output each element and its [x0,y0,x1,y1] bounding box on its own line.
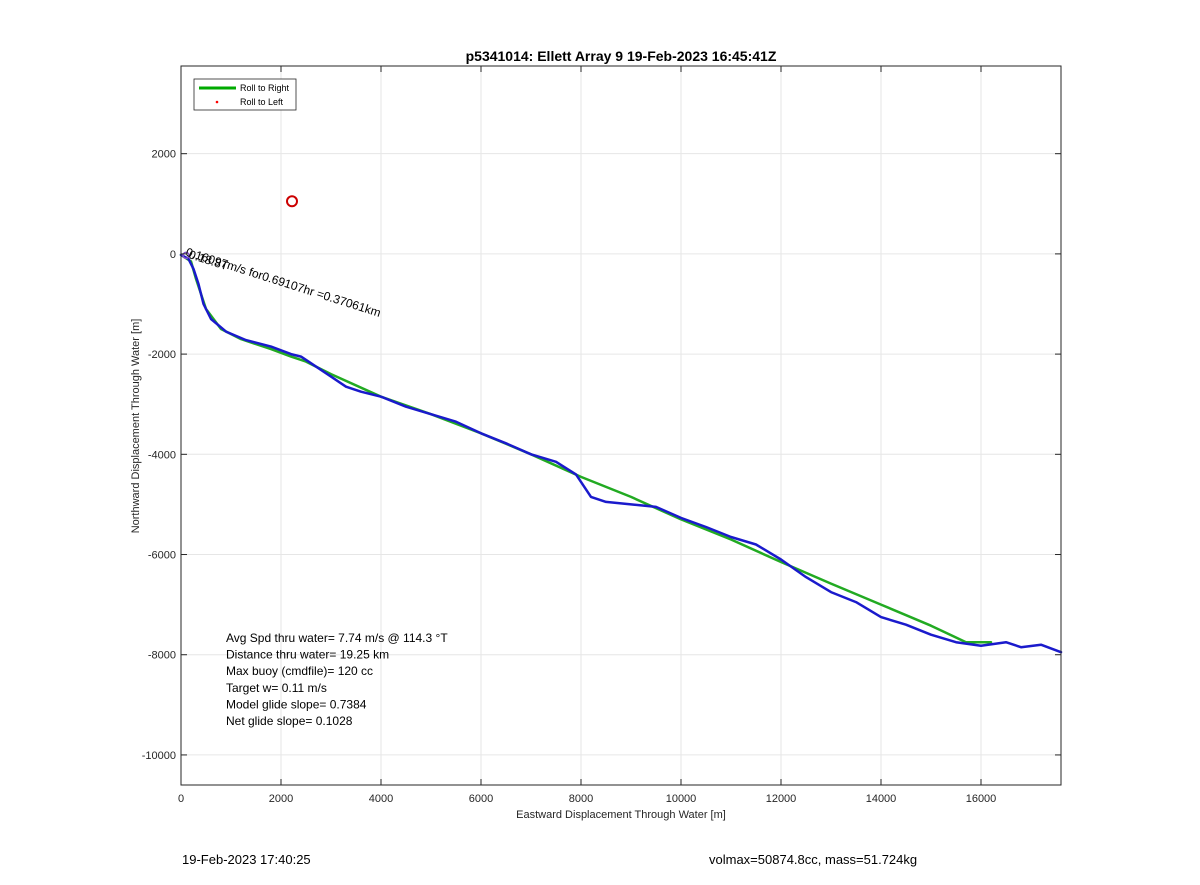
plot-area-frame [180,65,1062,786]
x-tick-label: 14000 [866,793,897,805]
y-axis-label: Northward Displacement Through Water [m] [130,319,142,534]
footer-summary: volmax=50874.8cc, mass=51.724kg [709,852,918,867]
y-tick-label: 2000 [152,149,176,161]
grid-layer [180,66,1061,785]
stats-line-4: Target w= 0.11 m/s [226,681,327,695]
x-tick-label: 12000 [766,793,797,805]
y-tick-label: -6000 [148,550,176,562]
stats-box: Avg Spd thru water= 7.74 m/s @ 114.3 °T D… [226,631,448,728]
chart-title: p5341014: Ellett Array 9 19-Feb-2023 16:… [466,48,777,64]
y-tick-label: -8000 [148,650,176,662]
stats-line-5: Model glide slope= 0.7384 [226,697,367,711]
x-tick-label: 2000 [269,793,293,805]
x-tick-label: 0 [178,793,184,805]
x-tick-label: 8000 [569,793,593,805]
series-line-2 [179,253,1063,654]
footer-timestamp: 19-Feb-2023 17:40:25 [182,852,311,867]
y-tick-label: -4000 [148,449,176,461]
x-tick-label: 4000 [369,793,393,805]
marker-layer [182,195,298,260]
stats-line-3: Max buoy (cmdfile)= 120 cc [226,664,373,678]
legend-swatch-dot [215,100,219,104]
series-layer [179,253,1063,654]
legend-label-2: Roll to Left [240,97,284,107]
annotation-layer: 0.16097m/s for0.69107hr =0.37061km0.18.8… [184,245,383,320]
marker-circle-2 [182,251,190,260]
y-tick-label: -10000 [142,750,176,762]
legend-box [193,78,297,111]
x-axis-label: Eastward Displacement Through Water [m] [516,809,726,821]
tick-layer: 0 2000 4000 6000 8000 10000 12000 14000 16000 200… [142,66,1061,805]
legend-label-1: Roll to Right [240,83,290,93]
x-tick-label: 6000 [469,793,493,805]
x-tick-label: 16000 [966,793,997,805]
y-tick-label: 0 [170,249,176,261]
legend: Roll to Right Roll to Left [193,78,297,111]
stats-line-2: Distance thru water= 19.25 km [226,648,389,662]
stats-line-1: Avg Spd thru water= 7.74 m/s @ 114.3 °T [226,631,448,645]
series-line-1 [179,253,993,644]
stats-line-6: Net glide slope= 0.1028 [226,714,353,728]
marker-circle-1 [286,195,298,208]
y-tick-label: -2000 [148,349,176,361]
x-tick-label: 10000 [666,793,697,805]
